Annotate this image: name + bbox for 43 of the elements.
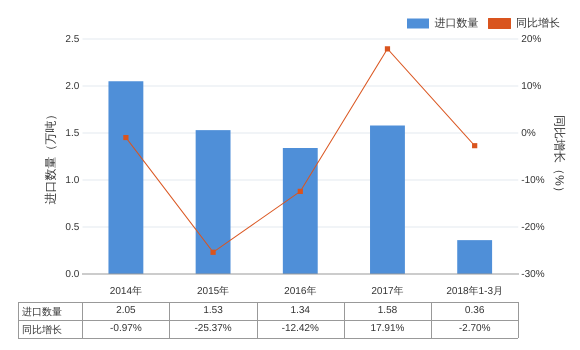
legend-label: 进口数量 [434, 16, 478, 30]
data-label: 1.53 [203, 305, 223, 316]
y-tick-label: 1.5 [65, 128, 80, 139]
y-axis-title: 进口数量（万吨） [44, 108, 58, 204]
y-tick-label: 0.0 [65, 268, 80, 280]
y2-tick-label: 10% [521, 80, 542, 92]
x-tick-label: 2017年 [371, 284, 404, 297]
point [210, 250, 216, 255]
data-label: -12.42% [282, 323, 319, 334]
y2-tick-label: 20% [521, 34, 542, 45]
data-label: 0.36 [464, 305, 484, 316]
y-tick-label: 2.5 [65, 34, 80, 45]
point [298, 188, 303, 194]
bar [370, 125, 405, 274]
data-label: 1.34 [290, 305, 310, 316]
x-tick-label: 2018年1-3月 [446, 284, 504, 297]
data-label: 17.91% [370, 323, 404, 334]
y-tick-label: 1.0 [65, 174, 80, 186]
data-label: -0.97% [110, 323, 142, 334]
data-label: -25.37% [194, 323, 232, 334]
y2-tick-label: -10% [521, 174, 545, 186]
bar [108, 81, 144, 274]
point [472, 143, 478, 148]
legend-label: 同比增长 [516, 16, 560, 30]
y2-axis-title: 同比增长（%） [552, 115, 566, 198]
data-label: 2.05 [116, 305, 136, 316]
x-tick-label: 2014年 [110, 284, 142, 297]
y2-tick-label: -30% [521, 268, 545, 280]
text: 同比增长 [22, 325, 62, 336]
data-label: -2.70% [458, 323, 490, 334]
x-tick-label: 2016年 [284, 284, 316, 297]
y2-tick-label: 0% [521, 128, 536, 139]
bar [196, 130, 231, 274]
text: 进口数量 [22, 307, 62, 318]
point [384, 46, 390, 52]
y-tick-label: 2.0 [65, 80, 80, 92]
y2-tick-label: -20% [521, 222, 545, 233]
bar [282, 148, 318, 274]
bar [457, 240, 492, 274]
x-tick-label: 2015年 [196, 284, 230, 297]
y-tick-label: 0.5 [65, 222, 80, 233]
data-label: 1.58 [378, 305, 398, 316]
point [123, 134, 129, 140]
